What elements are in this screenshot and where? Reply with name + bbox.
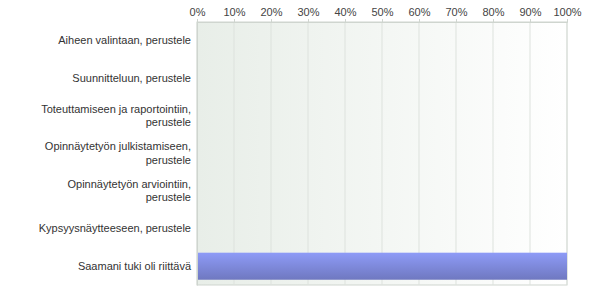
y-tick: Saamani tuki oli riittävä (78, 260, 197, 272)
grid-line (271, 22, 272, 285)
x-tick-mark (234, 19, 235, 22)
x-tick: 70% (445, 6, 467, 22)
x-tick: 0% (190, 6, 206, 22)
category-label: Suunnitteluun, perustele (72, 72, 191, 84)
x-tick: 20% (260, 6, 282, 22)
x-tick: 100% (553, 6, 581, 22)
x-tick-label: 30% (297, 6, 319, 18)
category-label: Saamani tuki oli riittävä (78, 260, 192, 272)
category-label: Opinnäytetyön julkistamiseen,perustele (45, 140, 191, 165)
x-tick-mark (271, 19, 272, 22)
x-tick-mark (493, 19, 494, 22)
plot: 0% 10% 20% 30% 40% 50% 60% 70% 80% 90% 100% Aiheen … (39, 6, 582, 286)
x-tick: 30% (297, 6, 319, 22)
x-tick-mark (345, 19, 346, 22)
x-tick: 60% (408, 6, 430, 22)
x-tick-label: 20% (260, 6, 282, 18)
grid-line (493, 22, 494, 285)
x-tick-mark (197, 19, 198, 22)
grid-line (382, 22, 383, 285)
grid-line (530, 22, 531, 285)
grid-line (567, 22, 568, 285)
x-tick: 40% (334, 6, 356, 22)
x-tick: 90% (519, 6, 541, 22)
category-label: Kypsyysnäytteeseen, perustele (39, 222, 191, 234)
grid-line (345, 22, 346, 285)
x-tick-mark (456, 19, 457, 22)
x-tick-label: 70% (445, 6, 467, 18)
grid-line (308, 22, 309, 285)
bar (197, 253, 567, 280)
x-tick: 80% (482, 6, 504, 22)
x-axis: 0% 10% 20% 30% 40% 50% 60% 70% 80% 90% 100% (190, 6, 582, 23)
category-label: Toteuttamiseen ja raportointiin,perustel… (41, 103, 191, 128)
y-tick: Opinnäytetyön julkistamiseen,perustele (45, 140, 197, 165)
plot-background (197, 22, 567, 285)
grid (197, 22, 567, 285)
y-axis: Aiheen valintaan, perustele Suunnitteluun… (39, 23, 198, 286)
x-tick-label: 100% (553, 6, 581, 18)
grid-line (419, 22, 420, 285)
y-tick: Kypsyysnäytteeseen, perustele (39, 222, 197, 234)
chart: 0% 10% 20% 30% 40% 50% 60% 70% 80% 90% 100% Aiheen … (0, 0, 600, 299)
x-tick-label: 0% (190, 6, 206, 18)
y-tick: Suunnitteluun, perustele (72, 72, 197, 84)
x-tick-label: 90% (519, 6, 541, 18)
x-tick-mark (382, 19, 383, 22)
x-tick-label: 10% (223, 6, 245, 18)
x-tick-label: 80% (482, 6, 504, 18)
x-tick-mark (419, 19, 420, 22)
grid-line (234, 22, 235, 285)
x-tick-mark (567, 19, 568, 22)
bars (197, 253, 567, 280)
x-tick-label: 40% (334, 6, 356, 18)
y-tick: Toteuttamiseen ja raportointiin,perustel… (41, 103, 197, 128)
x-tick: 50% (371, 6, 393, 22)
x-axis-line (198, 19, 568, 23)
x-tick-label: 60% (408, 6, 430, 18)
y-tick: Aiheen valintaan, perustele (58, 34, 197, 46)
grid-line (456, 22, 457, 285)
x-tick-mark (308, 19, 309, 22)
y-tick: Opinnäytetyön arviointiin,perustele (67, 178, 197, 203)
x-tick-label: 50% (371, 6, 393, 18)
x-tick-mark (530, 19, 531, 22)
category-label: Opinnäytetyön arviointiin,perustele (67, 178, 191, 203)
y-axis-line (197, 23, 198, 286)
grid-line (197, 22, 198, 285)
x-tick: 10% (223, 6, 245, 22)
category-label: Aiheen valintaan, perustele (58, 34, 191, 46)
